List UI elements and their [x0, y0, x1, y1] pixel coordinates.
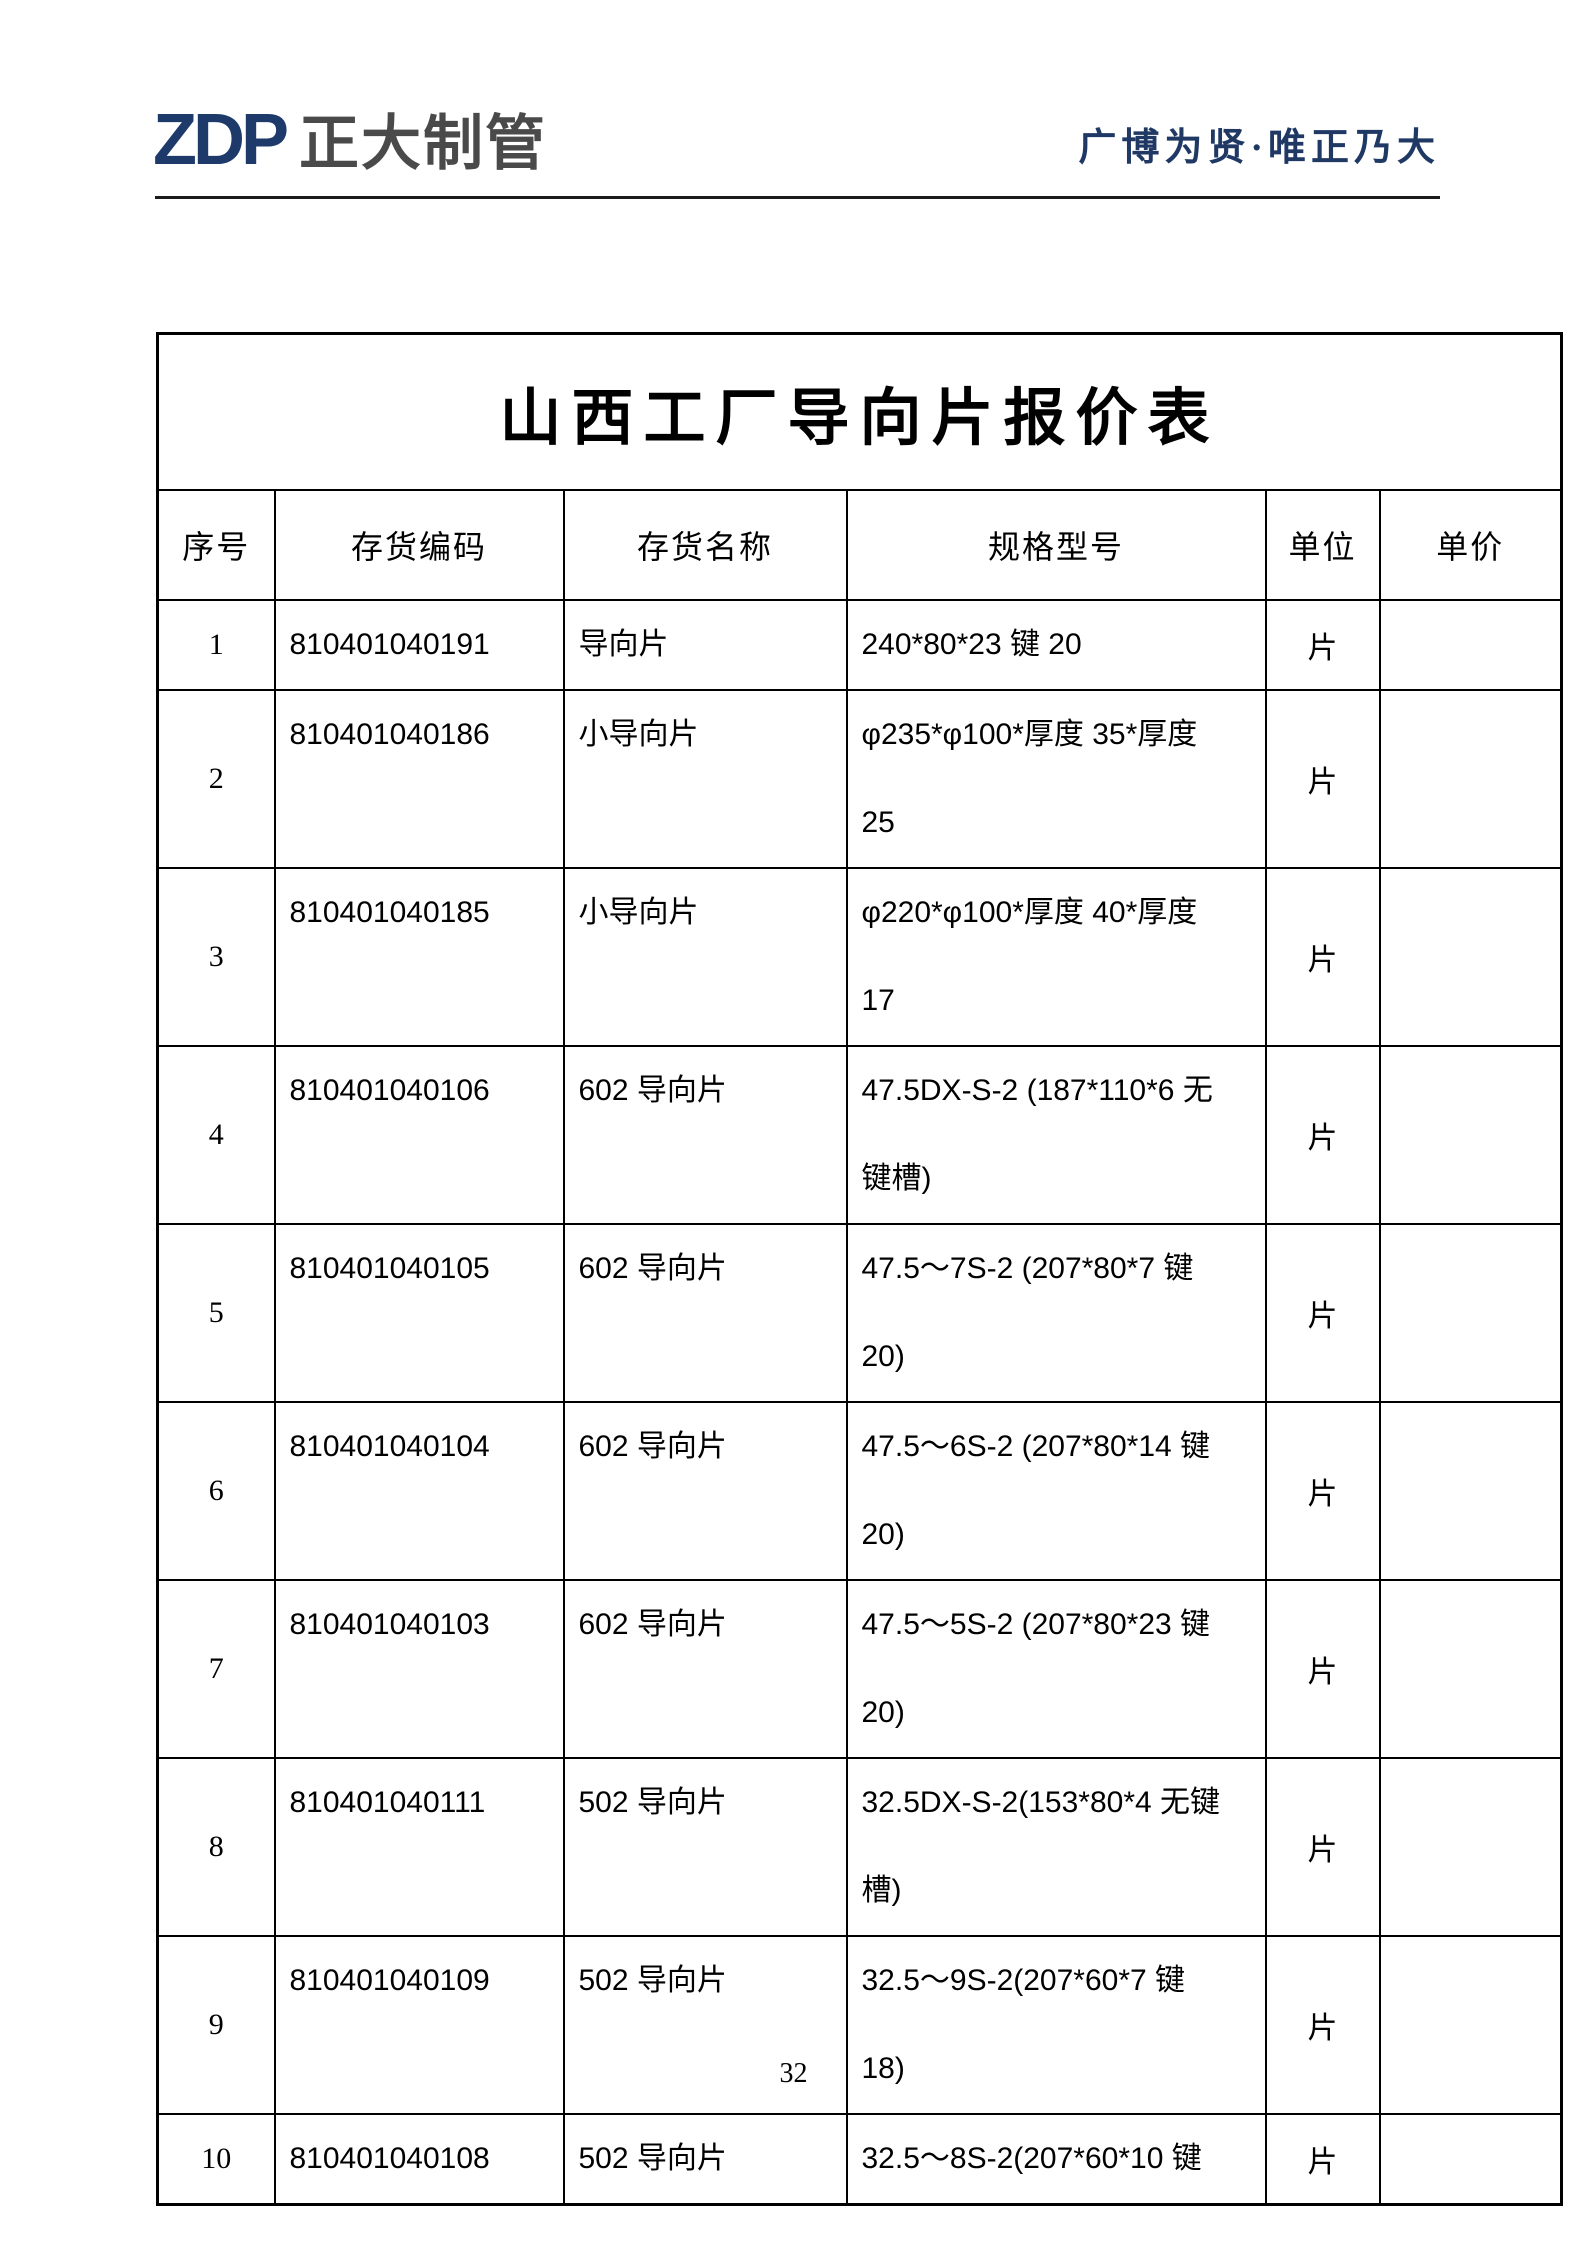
column-header-0: 序号 — [156, 489, 276, 601]
brand-logo: ZDP 正大制管 — [153, 104, 547, 176]
table-row: 7 810401040103 602 导向片 47.5～5S-2 (207*80*23… — [156, 1579, 1563, 1759]
table-row: 2 810401040186 小导向片 φ235*φ100*厚度 35*厚度 25 片 — [156, 689, 1563, 869]
row-code: 810401040103 — [273, 1579, 565, 1759]
row-unit: 片 — [1264, 2113, 1381, 2206]
row-code: 810401040108 — [273, 2113, 565, 2206]
row-spec: 47.5～5S-2 (207*80*23 键 20) — [845, 1579, 1267, 1759]
column-header-1: 存货编码 — [273, 489, 565, 601]
row-name: 602 导向片 — [562, 1045, 848, 1225]
row-unit: 片 — [1264, 1045, 1381, 1225]
row-price — [1378, 1223, 1563, 1403]
row-unit: 片 — [1264, 1757, 1381, 1937]
row-name: 602 导向片 — [562, 1579, 848, 1759]
row-price — [1378, 1579, 1563, 1759]
row-name: 602 导向片 — [562, 1223, 848, 1403]
table-row: 1 810401040191 导向片 240*80*23 键 20 片 — [156, 599, 1563, 691]
row-unit: 片 — [1264, 1401, 1381, 1581]
table-row: 10 810401040108 502 导向片 32.5～8S-2(207*60*10… — [156, 2113, 1563, 2206]
column-header-3: 规格型号 — [845, 489, 1267, 601]
row-seq: 4 — [156, 1045, 276, 1225]
table-row: 5 810401040105 602 导向片 47.5～7S-2 (207*80*7 … — [156, 1223, 1563, 1403]
row-price — [1378, 2113, 1563, 2206]
quotation-table: 山西工厂导向片报价表 序号 存货编码 存货名称 规格型号 单位 单价 1 810401040… — [156, 332, 1564, 2206]
row-name: 502 导向片 — [562, 1757, 848, 1937]
table-title-row: 山西工厂导向片报价表 — [156, 332, 1563, 491]
row-spec: 240*80*23 键 20 — [845, 599, 1267, 691]
table-row: 3 810401040185 小导向片 φ220*φ100*厚度 40*厚度 17 片 — [156, 867, 1563, 1047]
zdp-logo-text: ZDP — [153, 100, 289, 180]
row-code: 810401040106 — [273, 1045, 565, 1225]
row-seq: 8 — [156, 1757, 276, 1937]
row-seq: 9 — [156, 1935, 276, 2115]
row-unit: 片 — [1264, 1223, 1381, 1403]
table-row: 8 810401040111 502 导向片 32.5DX-S-2(153*80*4 … — [156, 1757, 1563, 1937]
row-price — [1378, 867, 1563, 1047]
row-code: 810401040191 — [273, 599, 565, 691]
company-slogan: 广博为贤·唯正乃大 — [1078, 127, 1440, 169]
row-spec: 47.5～6S-2 (207*80*14 键 20) — [845, 1401, 1267, 1581]
row-spec: 32.5～9S-2(207*60*7 键 18) — [845, 1935, 1267, 2115]
table-row: 6 810401040104 602 导向片 47.5～6S-2 (207*80*14… — [156, 1401, 1563, 1581]
row-code: 810401040104 — [273, 1401, 565, 1581]
row-unit: 片 — [1264, 599, 1381, 691]
column-header-4: 单位 — [1264, 489, 1381, 601]
page-number: 32 — [779, 2058, 808, 2089]
row-seq: 5 — [156, 1223, 276, 1403]
table-header-row: 序号 存货编码 存货名称 规格型号 单位 单价 — [156, 489, 1563, 601]
column-header-2: 存货名称 — [562, 489, 848, 601]
row-spec: 47.5DX-S-2 (187*110*6 无键槽) — [845, 1045, 1267, 1225]
row-name: 502 导向片 — [562, 1935, 848, 2115]
row-price — [1378, 1757, 1563, 1937]
row-unit: 片 — [1264, 867, 1381, 1047]
table-row: 9 810401040109 502 导向片 32.5～9S-2(207*60*7 键… — [156, 1935, 1563, 2115]
row-name: 小导向片 — [562, 689, 848, 869]
row-price — [1378, 1045, 1563, 1225]
row-name: 502 导向片 — [562, 2113, 848, 2206]
table-title: 山西工厂导向片报价表 — [156, 332, 1563, 491]
row-price — [1378, 1401, 1563, 1581]
row-unit: 片 — [1264, 689, 1381, 869]
row-seq: 10 — [156, 2113, 276, 2206]
row-seq: 1 — [156, 599, 276, 691]
row-spec: φ220*φ100*厚度 40*厚度 17 — [845, 867, 1267, 1047]
row-spec: 47.5～7S-2 (207*80*7 键 20) — [845, 1223, 1267, 1403]
row-seq: 6 — [156, 1401, 276, 1581]
row-unit: 片 — [1264, 1579, 1381, 1759]
row-seq: 7 — [156, 1579, 276, 1759]
row-seq: 3 — [156, 867, 276, 1047]
row-code: 810401040186 — [273, 689, 565, 869]
row-price — [1378, 1935, 1563, 2115]
table-row: 4 810401040106 602 导向片 47.5DX-S-2 (187*110*… — [156, 1045, 1563, 1225]
row-spec: φ235*φ100*厚度 35*厚度 25 — [845, 689, 1267, 869]
row-price — [1378, 689, 1563, 869]
row-price — [1378, 599, 1563, 691]
company-name: 正大制管 — [299, 110, 547, 177]
column-header-5: 单价 — [1378, 489, 1563, 601]
row-name: 小导向片 — [562, 867, 848, 1047]
row-code: 810401040105 — [273, 1223, 565, 1403]
header-divider — [155, 196, 1440, 199]
row-spec: 32.5～8S-2(207*60*10 键 — [845, 2113, 1267, 2206]
row-unit: 片 — [1264, 1935, 1381, 2115]
row-code: 810401040109 — [273, 1935, 565, 2115]
row-spec: 32.5DX-S-2(153*80*4 无键 槽) — [845, 1757, 1267, 1937]
row-code: 810401040111 — [273, 1757, 565, 1937]
row-code: 810401040185 — [273, 867, 565, 1047]
row-name: 导向片 — [562, 599, 848, 691]
row-name: 602 导向片 — [562, 1401, 848, 1581]
row-seq: 2 — [156, 689, 276, 869]
